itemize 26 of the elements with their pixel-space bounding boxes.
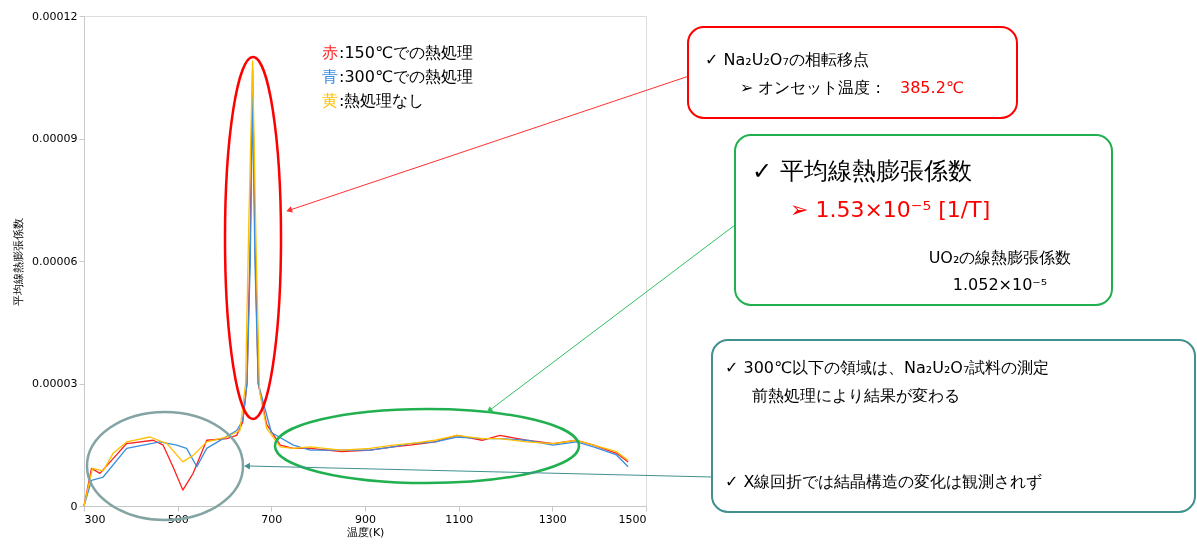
text: ✓ Na₂U₂O₇の相転移点	[705, 50, 869, 69]
text: ➢ 1.53×10⁻⁵ [1/T]	[790, 197, 991, 222]
y-tick-label: 0.00006	[32, 254, 78, 268]
y-tick-label: 0.00012	[32, 9, 78, 23]
x-tick-label: 1500	[618, 512, 647, 526]
text: 前熱処理により結果が変わる	[752, 386, 960, 405]
text: UO₂の線熱膨張係数	[928, 248, 1072, 267]
text: 1.052×10⁻⁵	[952, 275, 1048, 294]
text: ✓ 平均線熱膨張係数	[752, 157, 972, 185]
text: ➢ オンセット温度 :	[740, 78, 881, 97]
x-axis-title: 温度(K)	[346, 525, 385, 539]
x-tick-label: 900	[355, 512, 376, 526]
text: ✓ 300℃以下の領域は、Na₂U₂O₇試料の測定	[725, 358, 1050, 377]
y-tick-label: 0	[70, 499, 78, 513]
y-axis-title: 平均線熱膨張係数	[12, 217, 26, 306]
text: ✓ X線回折では結晶構造の変化は観測されず	[725, 472, 1043, 491]
text: 赤:150℃での熱処理	[322, 43, 473, 62]
x-tick-label: 1100	[445, 512, 474, 526]
y-tick-label: 0.00003	[32, 377, 78, 390]
x-tick-label: 300	[84, 512, 106, 526]
text: 385.2℃	[900, 78, 964, 97]
text: 青:300℃での熱処理	[322, 67, 473, 86]
x-tick-label: 700	[261, 512, 283, 526]
text: 黄:熱処理なし	[322, 91, 425, 110]
y-tick-label: 0.00009	[32, 132, 78, 145]
x-tick-label: 1300	[538, 512, 567, 526]
